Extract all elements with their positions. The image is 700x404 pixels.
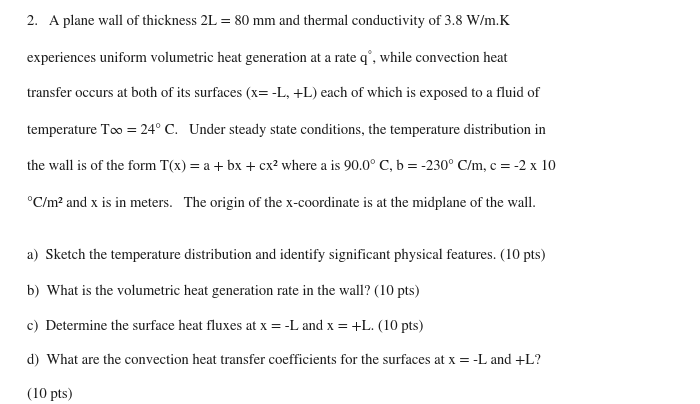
Text: (10 pts): (10 pts): [27, 388, 72, 401]
Text: a)  Sketch the temperature distribution and identify significant physical featur: a) Sketch the temperature distribution a…: [27, 248, 545, 262]
Text: 2.   A plane wall of thickness 2L = 80 mm and thermal conductivity of 3.8 W/m.K: 2. A plane wall of thickness 2L = 80 mm …: [27, 14, 510, 27]
Text: transfer occurs at both of its surfaces (x= -L, +L) each of which is exposed to : transfer occurs at both of its surfaces …: [27, 87, 539, 100]
Text: experiences uniform volumetric heat generation at a rate q˚, while convection he: experiences uniform volumetric heat gene…: [27, 50, 508, 65]
Text: b)  What is the volumetric heat generation rate in the wall? (10 pts): b) What is the volumetric heat generatio…: [27, 285, 419, 298]
Text: c)  Determine the surface heat fluxes at x = -L and x = +L. (10 pts): c) Determine the surface heat fluxes at …: [27, 319, 423, 332]
Text: °C/m² and x is in meters.   The origin of the x-coordinate is at the midplane of: °C/m² and x is in meters. The origin of …: [27, 196, 536, 210]
Text: the wall is of the form T(x) = a + bx + cx² where a is 90.0° C, b = -230° C/m, c: the wall is of the form T(x) = a + bx + …: [27, 160, 559, 173]
Text: d)  What are the convection heat transfer coefficients for the surfaces at x = -: d) What are the convection heat transfer…: [27, 354, 540, 367]
Text: temperature T∞ = 24° C.   Under steady state conditions, the temperature distrib: temperature T∞ = 24° C. Under steady sta…: [27, 123, 545, 137]
